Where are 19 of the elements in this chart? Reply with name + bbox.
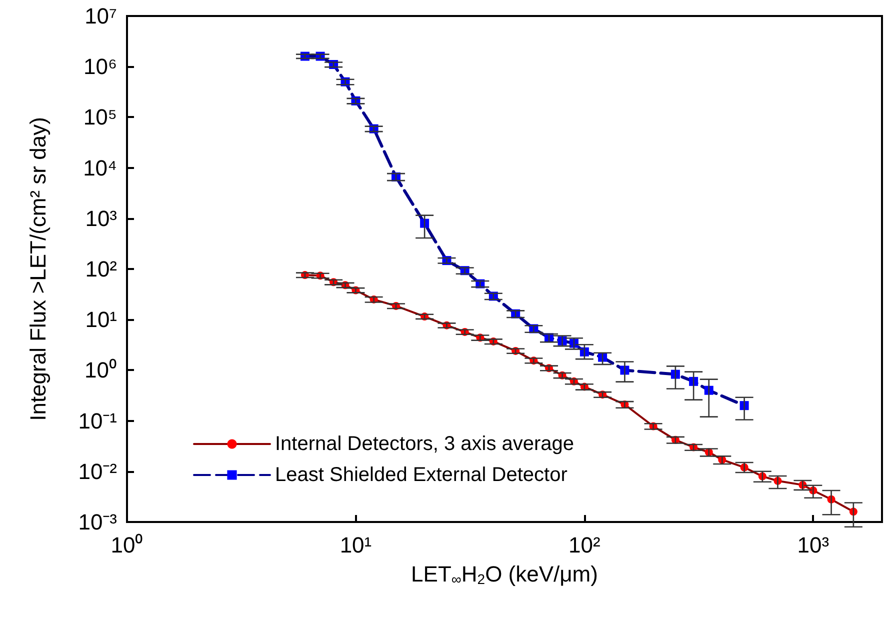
- legend-label: Internal Detectors, 3 axis average: [275, 433, 574, 455]
- y-axis-title: Integral Flux >LET/(cm² sr day): [26, 117, 50, 421]
- x-tick-label: 10³: [797, 532, 830, 558]
- x-tick-label: 10¹: [340, 532, 372, 558]
- y-tick-label: 10³: [85, 206, 117, 231]
- x-axis-title: LET∞H2O (keV/μm): [411, 561, 598, 587]
- x-tick-label: 10⁰: [110, 532, 144, 558]
- y-tick-label: 10⁻¹: [78, 408, 117, 434]
- y-tick-label: 10⁷: [84, 4, 118, 28]
- x-tick-label: 10²: [568, 532, 600, 558]
- y-tick-label: 10⁻²: [78, 458, 117, 484]
- y-tick-label: 10⁰: [84, 358, 117, 383]
- y-tick-label: 10¹: [85, 307, 117, 332]
- y-tick-label: 10²: [85, 256, 117, 282]
- y-tick-label: 10⁴: [83, 155, 117, 180]
- y-tick-label: 10⁵: [83, 104, 117, 130]
- y-tick-label: 10⁶: [83, 54, 117, 80]
- legend-label: Least Shielded External Detector: [275, 464, 568, 486]
- y-tick-label: 10⁻³: [78, 510, 117, 534]
